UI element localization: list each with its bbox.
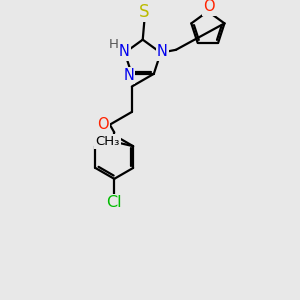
- Text: O: O: [203, 0, 214, 14]
- Text: S: S: [139, 3, 150, 21]
- Text: N: N: [157, 44, 168, 59]
- Text: Cl: Cl: [106, 195, 122, 210]
- Text: H: H: [109, 38, 119, 51]
- Text: O: O: [98, 117, 109, 132]
- Text: CH₃: CH₃: [95, 135, 120, 148]
- Text: N: N: [123, 68, 134, 83]
- Text: N: N: [118, 44, 130, 59]
